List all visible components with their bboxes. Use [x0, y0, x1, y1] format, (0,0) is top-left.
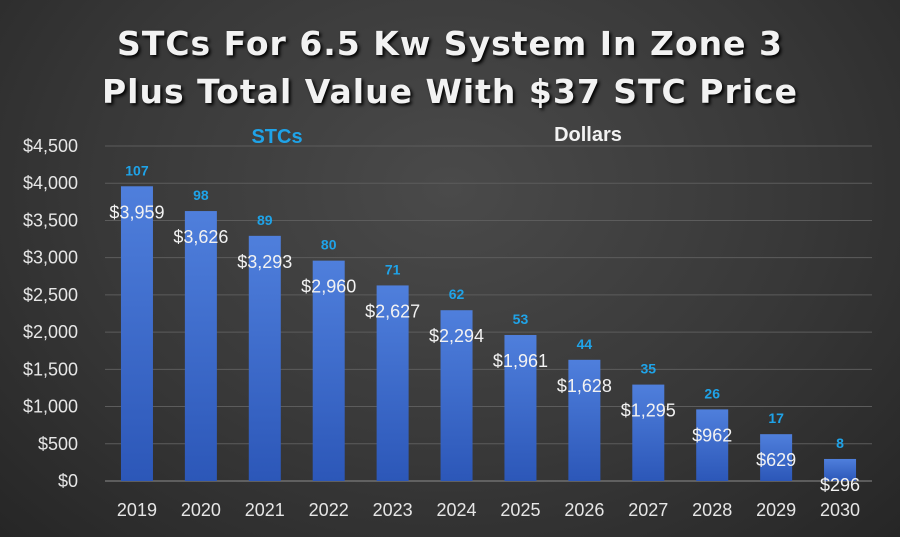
- stc-label: 107: [125, 162, 149, 178]
- dollar-label: $296: [820, 475, 860, 495]
- x-axis: 2019 2020 2021 2022 2023 2024 2025 2026 2027 2028…: [117, 500, 860, 520]
- x-tick-label: 2023: [373, 500, 413, 520]
- chart-title-line-2: Plus Total Value With $37 STC Price: [102, 72, 798, 111]
- legend-stcs: STCs: [251, 126, 302, 148]
- bar: [760, 434, 793, 481]
- bars: [120, 186, 857, 481]
- bar: [312, 260, 345, 481]
- x-tick-label: 2029: [756, 500, 796, 520]
- bar: [696, 409, 729, 481]
- y-tick-label: $1,000: [23, 397, 78, 417]
- stc-label: 62: [449, 286, 465, 302]
- stc-label: 53: [513, 311, 529, 327]
- x-tick-label: 2019: [117, 500, 157, 520]
- y-tick-label: $4,000: [23, 173, 78, 193]
- bar: [632, 384, 665, 481]
- legend: STCs Dollars: [251, 124, 621, 148]
- y-tick-label: $3,500: [23, 210, 78, 230]
- stc-label: 35: [641, 361, 657, 377]
- dollar-label: $629: [756, 450, 796, 470]
- y-tick-label: $4,500: [23, 136, 78, 156]
- data-labels: 107 $3,959 98 $3,626 89 $3,293 80 $2,960 71 $2,62…: [109, 162, 860, 495]
- stc-label: 89: [257, 212, 273, 228]
- x-tick-label: 2027: [628, 500, 668, 520]
- stc-label: 71: [385, 261, 401, 277]
- bar: [504, 335, 537, 481]
- y-axis: $0 $500 $1,000 $1,500 $2,000 $2,500 $3,000 $3,5…: [23, 136, 78, 491]
- bar: [376, 285, 409, 481]
- stc-label: 44: [577, 336, 593, 352]
- y-tick-label: $500: [38, 434, 78, 454]
- x-tick-label: 2026: [564, 500, 604, 520]
- dollar-label: $1,295: [621, 401, 676, 421]
- x-tick-label: 2021: [245, 500, 285, 520]
- y-tick-label: $3,000: [23, 248, 78, 268]
- dollar-label: $3,959: [109, 202, 164, 222]
- bar: [248, 235, 281, 481]
- stc-label: 98: [193, 187, 209, 203]
- x-tick-label: 2025: [500, 500, 540, 520]
- x-tick-label: 2022: [309, 500, 349, 520]
- dollar-label: $3,293: [237, 252, 292, 272]
- dollar-label: $2,627: [365, 301, 420, 321]
- stc-label: 8: [836, 435, 844, 451]
- dollar-label: $962: [692, 425, 732, 445]
- dollar-label: $2,960: [301, 277, 356, 297]
- stc-label: 26: [704, 385, 720, 401]
- y-tick-label: $0: [58, 471, 78, 491]
- dollar-label: $1,628: [557, 376, 612, 396]
- bar: [120, 186, 153, 481]
- dollar-label: $3,626: [173, 227, 228, 247]
- x-tick-label: 2024: [437, 500, 477, 520]
- bar: [440, 310, 473, 481]
- legend-dollars: Dollars: [554, 124, 622, 146]
- y-tick-label: $2,500: [23, 285, 78, 305]
- dollar-label: $1,961: [493, 351, 548, 371]
- stc-label: 80: [321, 237, 337, 253]
- dollar-label: $2,294: [429, 326, 484, 346]
- bar: [824, 458, 857, 481]
- chart-title-line-1: STCs For 6.5 Kw System In Zone 3: [117, 24, 783, 63]
- y-tick-label: $1,500: [23, 359, 78, 379]
- stc-label: 17: [768, 410, 784, 426]
- y-tick-label: $2,000: [23, 322, 78, 342]
- x-tick-label: 2020: [181, 500, 221, 520]
- x-tick-label: 2028: [692, 500, 732, 520]
- x-tick-label: 2030: [820, 500, 860, 520]
- bar: [568, 359, 601, 481]
- bar: [184, 211, 217, 481]
- gridlines: [105, 145, 872, 482]
